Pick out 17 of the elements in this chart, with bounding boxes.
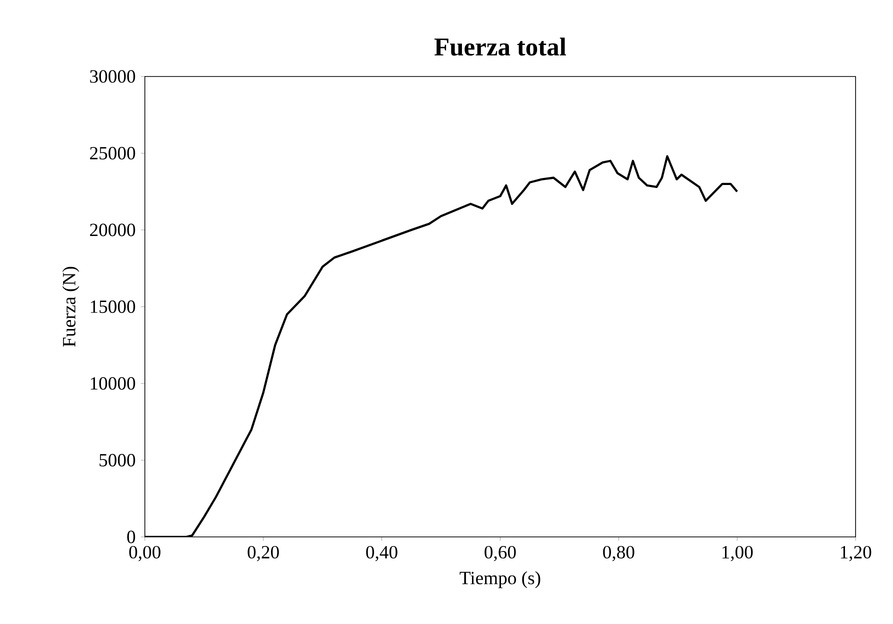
x-tick-label: 0,00 [129,546,160,562]
y-tick-label: 10000 [90,377,136,390]
y-axis-title: Fuerza (N) [62,266,80,347]
x-tick-label: 0,80 [603,546,634,562]
chart-title: Fuerza total [434,38,566,56]
y-tick-label: 30000 [90,70,136,83]
x-axis-title: Tiempo (s) [460,571,540,588]
y-tick-label: 15000 [90,300,136,313]
x-tick-label: 1,00 [722,546,753,562]
y-tick-label: 25000 [90,146,136,160]
y-tick-label: 5000 [100,454,136,466]
x-tick-label: 0,60 [484,546,516,562]
y-tick-label: 0 [127,530,136,544]
x-tick-label: 0,40 [366,546,398,562]
x-tick-label: 1,20 [840,546,872,562]
x-tick-label: 0,20 [248,546,279,562]
y-tick-label: 20000 [90,224,136,236]
